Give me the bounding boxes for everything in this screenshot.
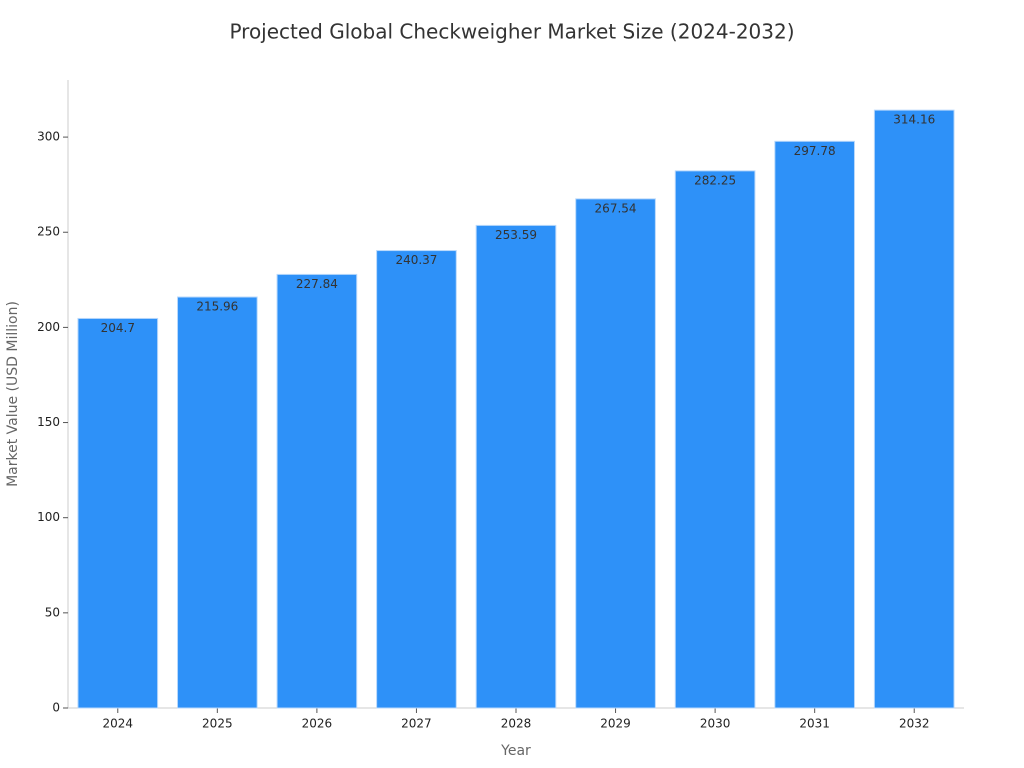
y-tick-label: 300 (37, 130, 60, 144)
bar (674, 170, 756, 709)
data-label: 227.84 (296, 277, 338, 291)
x-tick-label: 2027 (401, 717, 432, 731)
x-tick-label: 2025 (202, 717, 233, 731)
y-tick-label: 50 (45, 605, 60, 619)
x-axis-label: Year (500, 743, 531, 759)
y-tick-label: 150 (37, 415, 60, 429)
x-tick-label: 2031 (799, 717, 830, 731)
y-tick-label: 250 (37, 225, 60, 239)
x-tick-label: 2030 (700, 717, 731, 731)
data-label: 253.59 (495, 228, 537, 242)
bar (575, 198, 656, 709)
x-tick-label: 2028 (501, 717, 532, 731)
data-label: 297.78 (794, 144, 836, 158)
bar (475, 224, 557, 709)
data-label: 215.96 (196, 300, 238, 314)
x-tick-label: 2032 (899, 717, 930, 731)
x-tick-label: 2029 (600, 717, 631, 731)
y-tick-label: 0 (52, 701, 60, 715)
y-axis-label: Market Value (USD Million) (5, 301, 21, 487)
bar (774, 140, 855, 709)
x-tick-label: 2024 (103, 717, 134, 731)
x-tick-label: 2026 (302, 717, 333, 731)
chart-title: Projected Global Checkweigher Market Siz… (229, 20, 794, 44)
y-tick-label: 200 (37, 320, 60, 334)
data-label: 282.25 (694, 173, 736, 187)
y-tick-label: 100 (37, 510, 60, 524)
data-label: 240.37 (395, 253, 437, 267)
bar (873, 109, 955, 709)
bar (177, 296, 258, 709)
bar (376, 250, 457, 709)
data-label: 267.54 (595, 201, 637, 215)
data-label: 204.7 (101, 321, 135, 335)
data-label: 314.16 (893, 113, 935, 127)
bar (77, 317, 159, 709)
bar (276, 273, 358, 709)
